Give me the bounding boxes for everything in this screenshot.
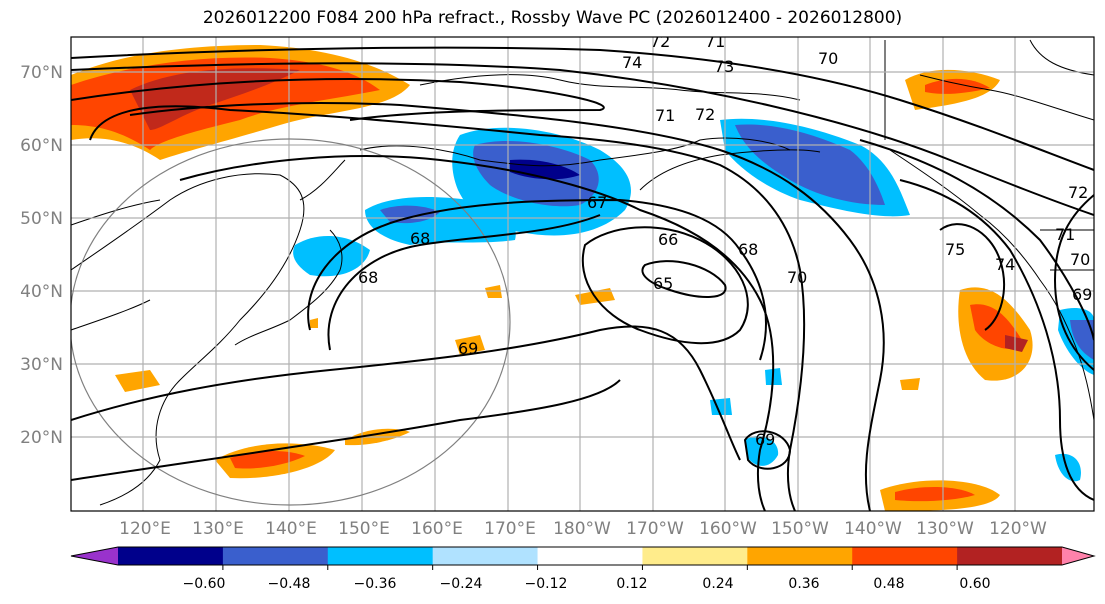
colorbar-extend-max [1062, 547, 1094, 565]
colorbar-tick-label: −0.12 [525, 576, 568, 592]
contour-label: 67 [587, 193, 607, 212]
contour-label: 71 [655, 106, 675, 125]
contour-label: 69 [1072, 285, 1092, 304]
focus-circle [71, 138, 511, 506]
colorbar-tick-label: 0.36 [788, 576, 819, 592]
colorbar-tick-label: −0.60 [183, 576, 226, 592]
colorbar-tick-label: −0.24 [440, 576, 483, 592]
contour-label: 70 [818, 49, 838, 68]
colorbar-tick-label: 0.60 [959, 576, 990, 592]
lon-label: 150°E [338, 519, 390, 539]
colorbar-segment [327, 547, 434, 565]
contour-label: 75 [945, 240, 965, 259]
lon-label: 180°W [553, 519, 611, 539]
chart-title: 2026012200 F084 200 hPa refract., Rossby… [202, 8, 903, 28]
lon-label: 150°W [771, 519, 829, 539]
contour-labels: 72 71 74 73 70 71 72 67 68 66 65 68 70 6… [358, 32, 1092, 449]
lat-label: 30°N [20, 355, 63, 375]
colorbar-segment [222, 547, 329, 565]
lon-label: 120°W [989, 519, 1047, 539]
lon-label: 140°W [844, 519, 902, 539]
contour-label: 72 [650, 32, 670, 51]
contour-label: 68 [410, 229, 430, 248]
contour-label: 70 [787, 268, 807, 287]
contour-label: 66 [658, 230, 678, 249]
map-frame [70, 36, 1095, 512]
contour-label: 71 [705, 32, 725, 51]
lon-label: 160°W [699, 519, 757, 539]
positive-anomaly-shading [71, 45, 1033, 511]
latitude-labels: 70°N 60°N 50°N 40°N 30°N 20°N [20, 63, 63, 448]
lon-label: 170°W [626, 519, 684, 539]
contour-label: 72 [695, 105, 715, 124]
lon-label: 160°E [411, 519, 463, 539]
lon-label: 130°W [916, 519, 974, 539]
lat-label: 60°N [20, 136, 63, 156]
longitude-labels: 120°E 130°E 140°E 150°E 160°E 170°E 180°… [119, 519, 1047, 539]
lat-label: 40°N [20, 282, 63, 302]
contour-label: 73 [714, 57, 734, 76]
colorbar-tick-label: −0.48 [268, 576, 311, 592]
lon-label: 120°E [119, 519, 171, 539]
colorbar-tick-label: 0.48 [873, 576, 904, 592]
colorbar [70, 546, 1096, 570]
colorbar-segment [642, 547, 748, 565]
colorbar-segment [432, 547, 539, 565]
colorbar-tick-label: 0.12 [616, 576, 647, 592]
lat-label: 70°N [20, 63, 63, 83]
contour-label: 70 [1070, 250, 1090, 269]
contour-label: 74 [995, 255, 1015, 274]
contour-label: 71 [1055, 225, 1075, 244]
colorbar-segment [747, 547, 853, 565]
contour-label: 74 [622, 53, 642, 72]
colorbar-tick-labels: −0.60 −0.48 −0.36 −0.24 −0.12 0.12 0.24 … [183, 576, 991, 592]
colorbar-outline [70, 546, 1096, 566]
contour-label: 68 [738, 240, 758, 259]
contour-label: 65 [653, 274, 673, 293]
contour-label: 72 [1068, 183, 1088, 202]
lat-label: 50°N [20, 209, 63, 229]
contour-label: 69 [458, 339, 478, 358]
colorbar-extend-min [71, 547, 118, 565]
contour-label: 68 [358, 268, 378, 287]
colorbar-segment [852, 547, 958, 565]
colorbar-segment [118, 547, 224, 565]
colorbar-segment [957, 547, 1063, 565]
height-contours [71, 46, 1094, 511]
colorbar-tick-label: −0.36 [354, 576, 397, 592]
contour-label: 69 [755, 430, 775, 449]
map-area: 72 71 74 73 70 71 72 67 68 66 65 68 70 6… [71, 32, 1094, 511]
colorbar-tick-label: 0.24 [702, 576, 733, 592]
lon-label: 140°E [265, 519, 317, 539]
lon-label: 130°E [192, 519, 244, 539]
lon-label: 170°E [484, 519, 536, 539]
lat-label: 20°N [20, 428, 63, 448]
colorbar-segment [537, 547, 643, 565]
